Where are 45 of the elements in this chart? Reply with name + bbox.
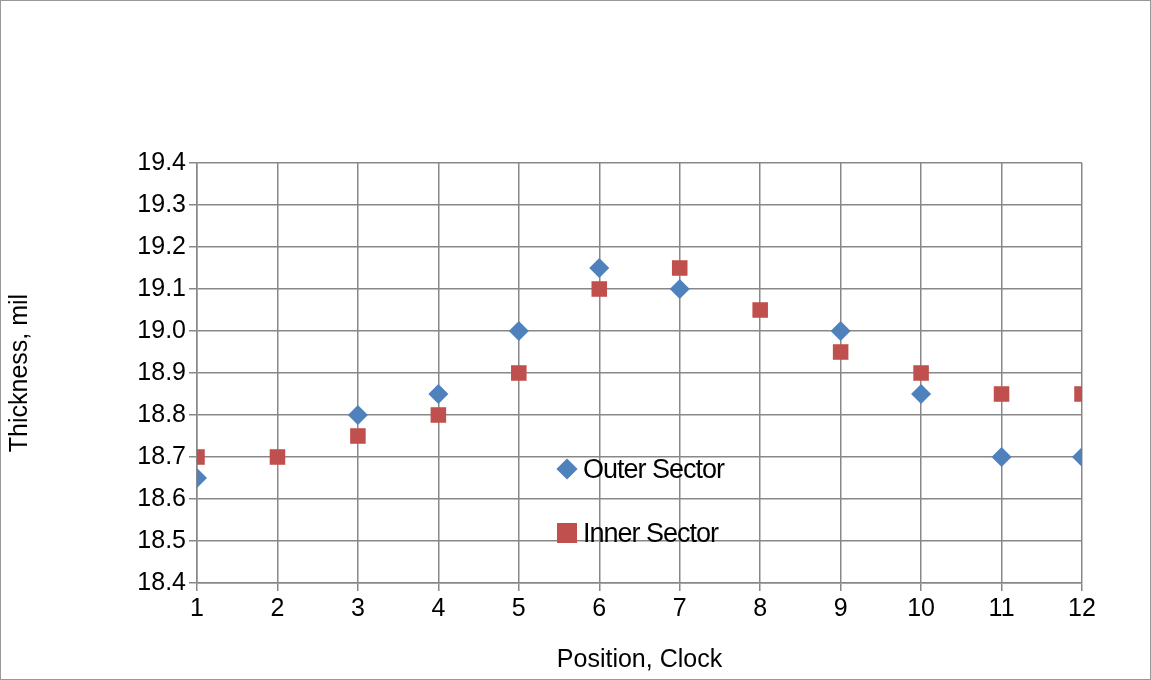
point <box>993 386 1010 402</box>
y-axis-title: Thickness, mil <box>3 293 32 453</box>
point <box>669 279 690 299</box>
x-tick-label: 8 <box>753 592 768 621</box>
x-tick-label: 12 <box>1068 592 1096 621</box>
y-tick-label: 18.6 <box>137 482 186 511</box>
point <box>589 258 610 278</box>
x-tick-label: 3 <box>350 592 365 621</box>
point <box>913 365 929 381</box>
point <box>350 428 366 444</box>
y-tick-label: 19.1 <box>137 272 186 301</box>
point <box>830 321 851 341</box>
point <box>428 384 449 404</box>
y-tick-label: 19.2 <box>137 230 186 259</box>
y-tick-label: 19.0 <box>137 314 186 343</box>
point <box>591 281 608 297</box>
x-tick-label: 6 <box>592 592 607 621</box>
y-tick-label: 18.5 <box>137 524 186 553</box>
point <box>991 447 1012 467</box>
point <box>752 302 768 318</box>
x-tick-label: 7 <box>672 592 687 621</box>
legend-label: Inner Sector <box>583 517 719 549</box>
x-tick-label: 5 <box>511 592 526 621</box>
x-tick-label: 10 <box>907 592 935 621</box>
point <box>269 449 286 465</box>
y-tick-label: 18.9 <box>137 356 186 385</box>
y-tick-label: 19.4 <box>137 146 187 175</box>
y-tick-label: 18.4 <box>137 566 187 595</box>
y-tick-label: 18.7 <box>137 440 186 469</box>
legend-label: Outer Sector <box>583 453 725 485</box>
x-tick-label: 4 <box>431 592 446 621</box>
x-tick-label: 2 <box>270 592 285 621</box>
y-tick-label: 19.3 <box>137 188 186 217</box>
point <box>832 344 849 360</box>
y-tick-label: 18.8 <box>137 398 186 427</box>
point <box>347 405 368 425</box>
point <box>430 407 447 423</box>
x-tick-label: 11 <box>988 592 1015 621</box>
point <box>911 384 932 404</box>
point <box>508 321 529 341</box>
x-tick-label: 1 <box>190 592 204 621</box>
point <box>671 260 688 276</box>
x-axis-title: Position, Clock <box>556 643 723 672</box>
x-tick-label: 9 <box>833 592 848 621</box>
point <box>511 365 527 381</box>
